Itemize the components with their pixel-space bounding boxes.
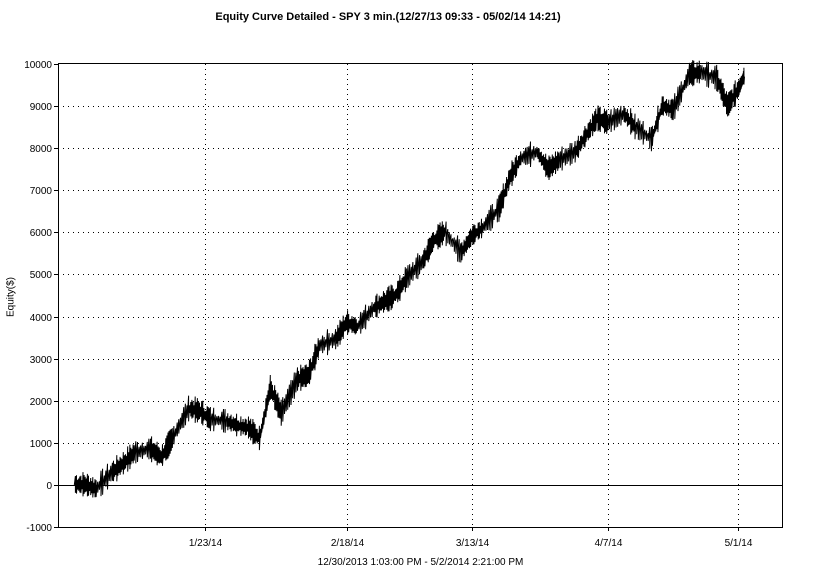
x-axis-label: 12/30/2013 1:03:00 PM - 5/2/2014 2:21:00… bbox=[317, 557, 524, 568]
x-tick-label: 2/18/14 bbox=[331, 538, 365, 549]
grid bbox=[58, 64, 782, 527]
y-tick-label: 8000 bbox=[30, 144, 53, 155]
x-tick-label: 3/13/14 bbox=[456, 538, 490, 549]
axis-ticks: -1000 0 1000 2000 3000 4000 5000 6000 7000 8000 90… bbox=[24, 60, 753, 549]
chart-title: Equity Curve Detailed - SPY 3 min.(12/27… bbox=[215, 11, 561, 23]
x-tick-label: 4/7/14 bbox=[595, 538, 623, 549]
x-tick-label: 1/23/14 bbox=[189, 538, 223, 549]
y-tick-label: 0 bbox=[46, 481, 52, 492]
plot-area-border bbox=[58, 63, 783, 528]
y-tick-label: 1000 bbox=[30, 439, 53, 450]
y-tick-label: 5000 bbox=[30, 270, 53, 281]
y-tick-label: 3000 bbox=[30, 355, 53, 366]
y-tick-label: 7000 bbox=[30, 186, 53, 197]
equity-series-line bbox=[73, 60, 745, 498]
y-tick-label: 2000 bbox=[30, 397, 53, 408]
y-tick-label: 9000 bbox=[30, 102, 53, 113]
y-tick-label: 6000 bbox=[30, 228, 53, 239]
y-tick-label: 4000 bbox=[30, 313, 53, 324]
y-tick-label: -1000 bbox=[26, 523, 52, 534]
x-tick-label: 5/1/14 bbox=[725, 538, 753, 549]
y-tick-label: 10000 bbox=[24, 60, 52, 71]
